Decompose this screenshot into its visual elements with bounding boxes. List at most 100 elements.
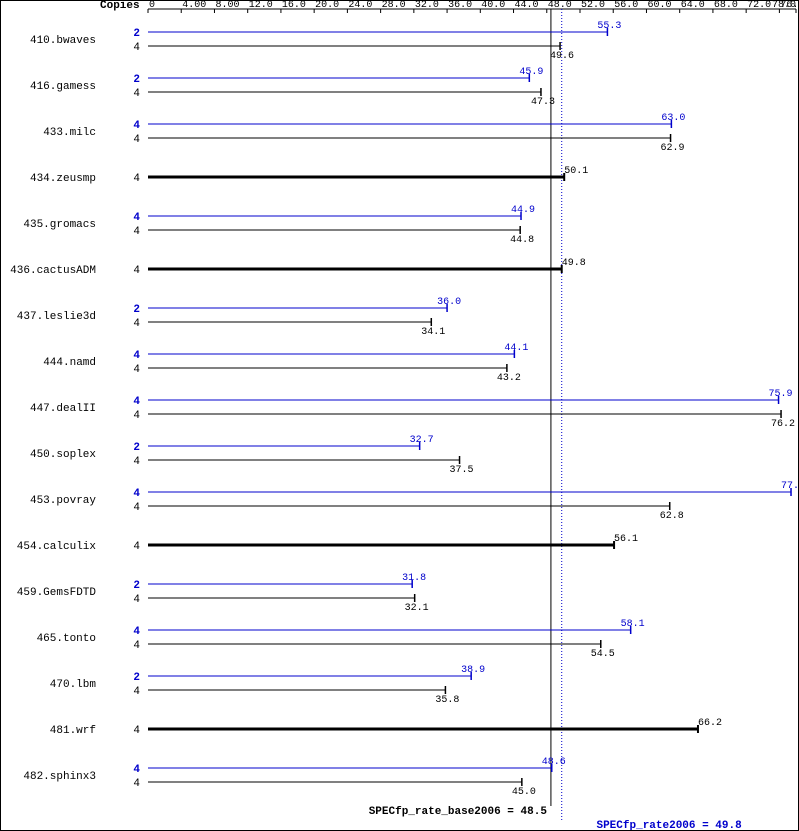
value-base: 62.9	[661, 143, 685, 154]
value-peak: 77.4	[781, 481, 799, 492]
axis-tick-label: 78.0	[772, 0, 796, 11]
value-single: 66.2	[698, 718, 722, 729]
spec-chart: Copies 0 4.00 8.00 12.0 16.0 20.0 24.0 28.0 32.0 3…	[0, 0, 799, 831]
axis-tick-label: 12.0	[249, 0, 273, 11]
copies-base: 4	[133, 778, 140, 790]
axis-tick-label: 4.00	[182, 0, 206, 11]
value-base: 54.5	[591, 649, 615, 660]
benchmark-name: 435.gromacs	[23, 219, 96, 231]
value-peak: 36.0	[437, 297, 461, 308]
copies-peak: 2	[133, 580, 140, 592]
benchmark-name: 416.gamess	[30, 81, 96, 93]
benchmark-name: 447.dealII	[30, 403, 96, 415]
copies-base: 4	[133, 594, 140, 606]
copies-base: 4	[133, 226, 140, 238]
benchmark-name: 465.tonto	[37, 633, 96, 645]
benchmark-name: 434.zeusmp	[30, 173, 96, 185]
benchmark-name: 410.bwaves	[30, 35, 96, 47]
copies-peak: 4	[133, 120, 140, 132]
value-single: 49.8	[562, 258, 586, 269]
axis-tick-label: 8.00	[215, 0, 239, 11]
benchmark-name: 482.sphinx3	[23, 771, 96, 783]
copies-peak: 4	[133, 626, 140, 638]
value-base: 37.5	[450, 465, 474, 476]
copies-peak: 2	[133, 74, 140, 86]
axis-tick-label: 68.0	[714, 0, 738, 11]
value-base: 43.2	[497, 373, 521, 384]
axis-tick-label: 32.0	[415, 0, 439, 11]
value-base: 49.6	[550, 51, 574, 62]
benchmark-name: 436.cactusADM	[10, 265, 96, 277]
value-single: 50.1	[564, 166, 588, 177]
value-base: 44.8	[510, 235, 534, 246]
value-peak: 58.1	[621, 619, 645, 630]
value-peak: 48.6	[542, 757, 566, 768]
axis-tick-label: 52.0	[581, 0, 605, 11]
benchmark-name: 453.povray	[30, 495, 96, 507]
value-base: 34.1	[421, 327, 445, 338]
copies-base: 4	[133, 502, 140, 514]
value-base: 35.8	[435, 695, 459, 706]
value-base: 32.1	[405, 603, 429, 614]
copies-base: 4	[133, 410, 140, 422]
copies-peak: 2	[133, 28, 140, 40]
copies-header: Copies	[100, 0, 140, 12]
copies-base: 4	[133, 541, 140, 553]
axis-tick-label: 0	[149, 0, 155, 11]
benchmark-name: 437.leslie3d	[17, 311, 96, 323]
axis-tick-label: 72.0	[747, 0, 771, 11]
value-peak: 63.0	[661, 113, 685, 124]
value-peak: 32.7	[410, 435, 434, 446]
axis-tick-label: 20.0	[315, 0, 339, 11]
copies-peak: 2	[133, 304, 140, 316]
value-base: 76.2	[771, 419, 795, 430]
axis-tick-label: 40.0	[481, 0, 505, 11]
value-peak: 75.9	[769, 389, 793, 400]
benchmark-name: 470.lbm	[50, 679, 97, 691]
chart-border	[1, 1, 799, 831]
value-peak: 55.3	[597, 21, 621, 32]
benchmark-name: 450.soplex	[30, 449, 96, 461]
copies-base: 4	[133, 725, 140, 737]
footer-base-label: SPECfp_rate_base2006 = 48.5	[369, 806, 548, 818]
benchmark-name: 481.wrf	[50, 725, 96, 737]
copies-base: 4	[133, 173, 140, 185]
copies-peak: 4	[133, 764, 140, 776]
benchmark-name: 459.GemsFDTD	[17, 587, 97, 599]
copies-base: 4	[133, 42, 140, 54]
value-base: 45.0	[512, 787, 536, 798]
value-base: 47.3	[531, 97, 555, 108]
axis-tick-label: 56.0	[614, 0, 638, 11]
axis-tick-label: 36.0	[448, 0, 472, 11]
value-peak: 31.8	[402, 573, 426, 584]
value-peak: 44.1	[504, 343, 528, 354]
axis-tick-label: 44.0	[515, 0, 539, 11]
copies-base: 4	[133, 686, 140, 698]
copies-peak: 4	[133, 212, 140, 224]
value-peak: 45.9	[519, 67, 543, 78]
copies-base: 4	[133, 88, 140, 100]
axis-tick-label: 28.0	[382, 0, 406, 11]
copies-peak: 4	[133, 396, 140, 408]
copies-peak: 4	[133, 488, 140, 500]
copies-peak: 4	[133, 350, 140, 362]
axis-tick-label: 60.0	[647, 0, 671, 11]
copies-base: 4	[133, 640, 140, 652]
value-base: 62.8	[660, 511, 684, 522]
value-peak: 38.9	[461, 665, 485, 676]
copies-base: 4	[133, 265, 140, 277]
benchmark-name: 454.calculix	[17, 541, 97, 553]
value-single: 56.1	[614, 534, 638, 545]
axis-tick-label: 24.0	[348, 0, 372, 11]
copies-peak: 2	[133, 672, 140, 684]
copies-peak: 2	[133, 442, 140, 454]
benchmark-name: 444.namd	[43, 357, 96, 369]
copies-base: 4	[133, 134, 140, 146]
copies-base: 4	[133, 318, 140, 330]
axis-tick-label: 16.0	[282, 0, 306, 11]
copies-base: 4	[133, 364, 140, 376]
value-peak: 44.9	[511, 205, 535, 216]
footer-peak-label: SPECfp_rate2006 = 49.8	[596, 820, 742, 831]
axis-tick-label: 64.0	[681, 0, 705, 11]
copies-base: 4	[133, 456, 140, 468]
